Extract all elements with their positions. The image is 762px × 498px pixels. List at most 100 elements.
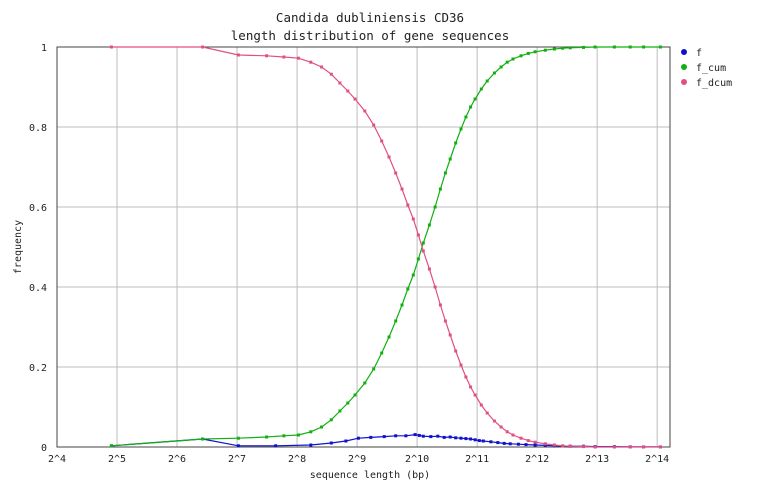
data-point [353,97,357,101]
data-point [433,285,437,289]
data-point [492,419,496,423]
data-point [309,60,313,64]
data-point [296,433,300,437]
series-f-dcum [109,45,662,449]
data-point [658,45,662,49]
data-point [413,433,417,437]
data-point [448,333,452,337]
data-point [346,89,350,93]
y-tick-label: 0.4 [29,283,47,294]
data-point [320,425,324,429]
data-point [369,435,373,439]
data-point [400,187,404,191]
data-point [499,425,503,429]
data-point [533,443,537,447]
data-point [505,60,509,64]
data-point [442,435,446,439]
data-point [443,319,447,323]
data-point [406,287,410,291]
x-tick-label: 2^10 [405,454,429,465]
data-point [411,217,415,221]
legend-label: f [696,48,702,59]
data-point [561,46,565,50]
data-point [416,257,420,261]
data-point [473,97,477,101]
data-point [612,45,616,49]
legend-marker [681,49,687,55]
data-point [454,436,458,440]
data-point [477,439,481,443]
y-axis-ticks: 0 0.2 0.4 0.6 0.8 1 [29,43,47,454]
x-tick-label: 2^13 [585,454,609,465]
data-point [309,430,313,434]
data-point [526,51,530,55]
data-point [628,45,632,49]
data-point [511,433,515,437]
y-tick-label: 1 [41,43,47,54]
data-point [421,249,425,253]
data-point [201,45,205,49]
data-point [282,434,286,438]
data-point [363,381,367,385]
data-point [469,437,473,441]
data-point [433,205,437,209]
x-tick-label: 2^8 [288,454,306,465]
data-point [274,444,278,448]
data-point [568,46,572,50]
legend-marker [681,64,687,70]
data-point [320,65,324,69]
x-tick-label: 2^14 [645,454,669,465]
data-point [459,127,463,131]
data-point [265,435,269,439]
data-point [473,393,477,397]
data-point [543,48,547,52]
x-tick-label: 2^5 [108,454,126,465]
x-tick-label: 2^7 [228,454,246,465]
x-tick-label: 2^11 [465,454,489,465]
data-point [380,351,384,355]
x-axis-label: sequence length (bp) [310,470,430,481]
data-point [404,434,408,438]
data-point [464,375,468,379]
data-point [427,267,431,271]
data-point [485,79,489,83]
x-axis-ticks: 2^4 2^5 2^6 2^7 2^8 2^9 2^10 2^11 2^12 2^13 2^14 [48,454,669,465]
data-point [109,444,113,448]
data-point [421,241,425,245]
data-point [519,54,523,58]
data-point [505,430,509,434]
data-point [489,440,493,444]
data-point [511,57,515,61]
data-point [642,445,646,449]
data-point [329,72,333,76]
data-point [387,155,391,159]
data-point [394,434,398,438]
data-point [464,115,468,119]
data-point [356,436,360,440]
data-point [443,171,447,175]
data-point [479,403,483,407]
data-point [469,385,473,389]
data-point [593,45,597,49]
data-point [436,434,440,438]
data-point [519,436,523,440]
data-point [658,445,662,449]
data-point [346,401,350,405]
data-point [282,55,286,59]
data-point [329,441,333,445]
data-point [459,436,463,440]
data-point [502,441,506,445]
data-point [406,203,410,207]
data-point [400,303,404,307]
data-point [427,223,431,227]
data-point [582,445,585,449]
data-point [568,444,572,448]
data-point [552,443,556,447]
data-point [372,123,376,127]
data-point [464,437,468,441]
data-point [236,436,240,440]
legend-label: f_cum [696,63,726,74]
y-axis-label: frequency [13,220,24,274]
